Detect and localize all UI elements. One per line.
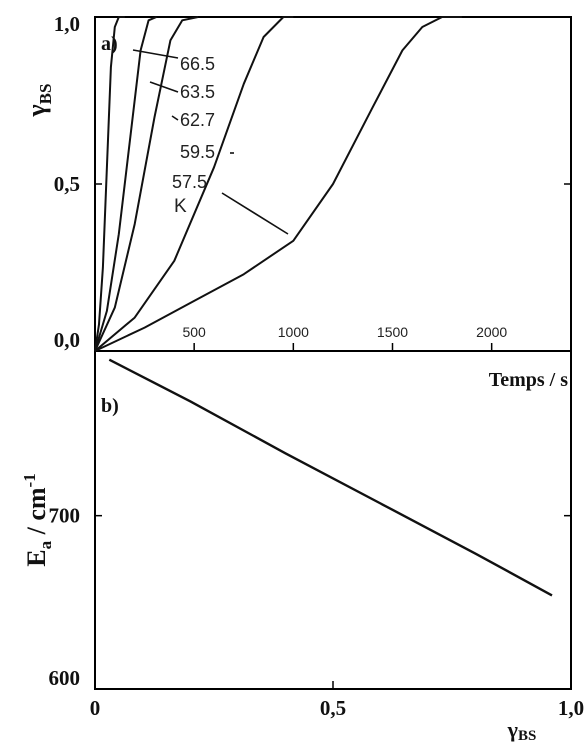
panel-b-xlabel-main: γ — [507, 717, 518, 742]
panel-a-series-59-5 — [94, 16, 294, 352]
unit-label-k: K — [174, 196, 187, 217]
chart-marks: 500 1000 1500 2000 0,0 0,5 1,0 66.5 63.5 62.7 59.5… — [49, 12, 585, 720]
panel-a-ytick-label-1: 0,5 — [54, 172, 80, 196]
panel-b-ytick-label-0: 600 — [49, 666, 81, 690]
panel-a-ylabel-main: γ — [22, 104, 51, 117]
panel-a-leader-62-7 — [171, 115, 179, 121]
panel-a-series-66-5 — [94, 16, 125, 352]
panel-a-series-label-66-5: 66.5 — [180, 54, 215, 74]
panel-a-xtick-label-3: 2000 — [476, 324, 507, 340]
panel-a-ytick-label-2: 1,0 — [54, 12, 80, 36]
panel-b-ylabel-sup: -1 — [20, 473, 39, 487]
panel-a-ylabel-sub: BS — [36, 84, 55, 105]
panel-b-xlabel-sub: BS — [518, 728, 536, 744]
panel-b-ylabel-unit: / cm — [22, 487, 51, 541]
panel-b-frame — [94, 350, 572, 690]
panel-b-xtick-label-2: 1,0 — [558, 696, 584, 720]
panel-b-xtick-label-0: 0 — [90, 696, 101, 720]
panel-a-series-label-57-5: 57.5 — [172, 172, 207, 192]
panel-a-label: a) — [101, 33, 118, 55]
panel-b-ylabel-sub: a — [36, 540, 55, 549]
panel-a-xtick-label-0: 500 — [182, 324, 206, 340]
panel-b-ylabel: Ea / cm-1 — [20, 473, 55, 566]
panel-a-leader-63-5 — [149, 81, 179, 93]
panel-a-series-label-59-5: 59.5 — [180, 142, 215, 162]
panel-b-xlabel: γBS — [507, 717, 537, 744]
panel-a-xtick-label-1: 1000 — [278, 324, 309, 340]
panel-a-series-label-62-7: 62.7 — [180, 110, 215, 130]
panel-b-ylabel-main: E — [22, 549, 51, 566]
panel-b-ytick-label-1: 700 — [49, 504, 81, 528]
panel-a-leader-57-5 — [221, 192, 289, 235]
panel-a-ylabel: γBS — [22, 84, 55, 118]
panel-a-series-57-5 — [94, 16, 462, 352]
panel-a-series-63-5 — [94, 16, 157, 352]
panel-a-series-label-63-5: 63.5 — [180, 82, 215, 102]
panel-b-series-line — [108, 358, 553, 597]
panel-a-ytick-label-0: 0,0 — [54, 328, 80, 352]
panel-a-leader-66-5 — [132, 49, 179, 59]
panel-b-xtick-label-1: 0,5 — [320, 696, 346, 720]
panel-a-xlabel: Temps / s — [489, 369, 569, 391]
panel-a-series-62-7 — [94, 16, 199, 352]
panel-a-xtick-label-2: 1500 — [377, 324, 408, 340]
panel-b-label: b) — [101, 395, 119, 417]
